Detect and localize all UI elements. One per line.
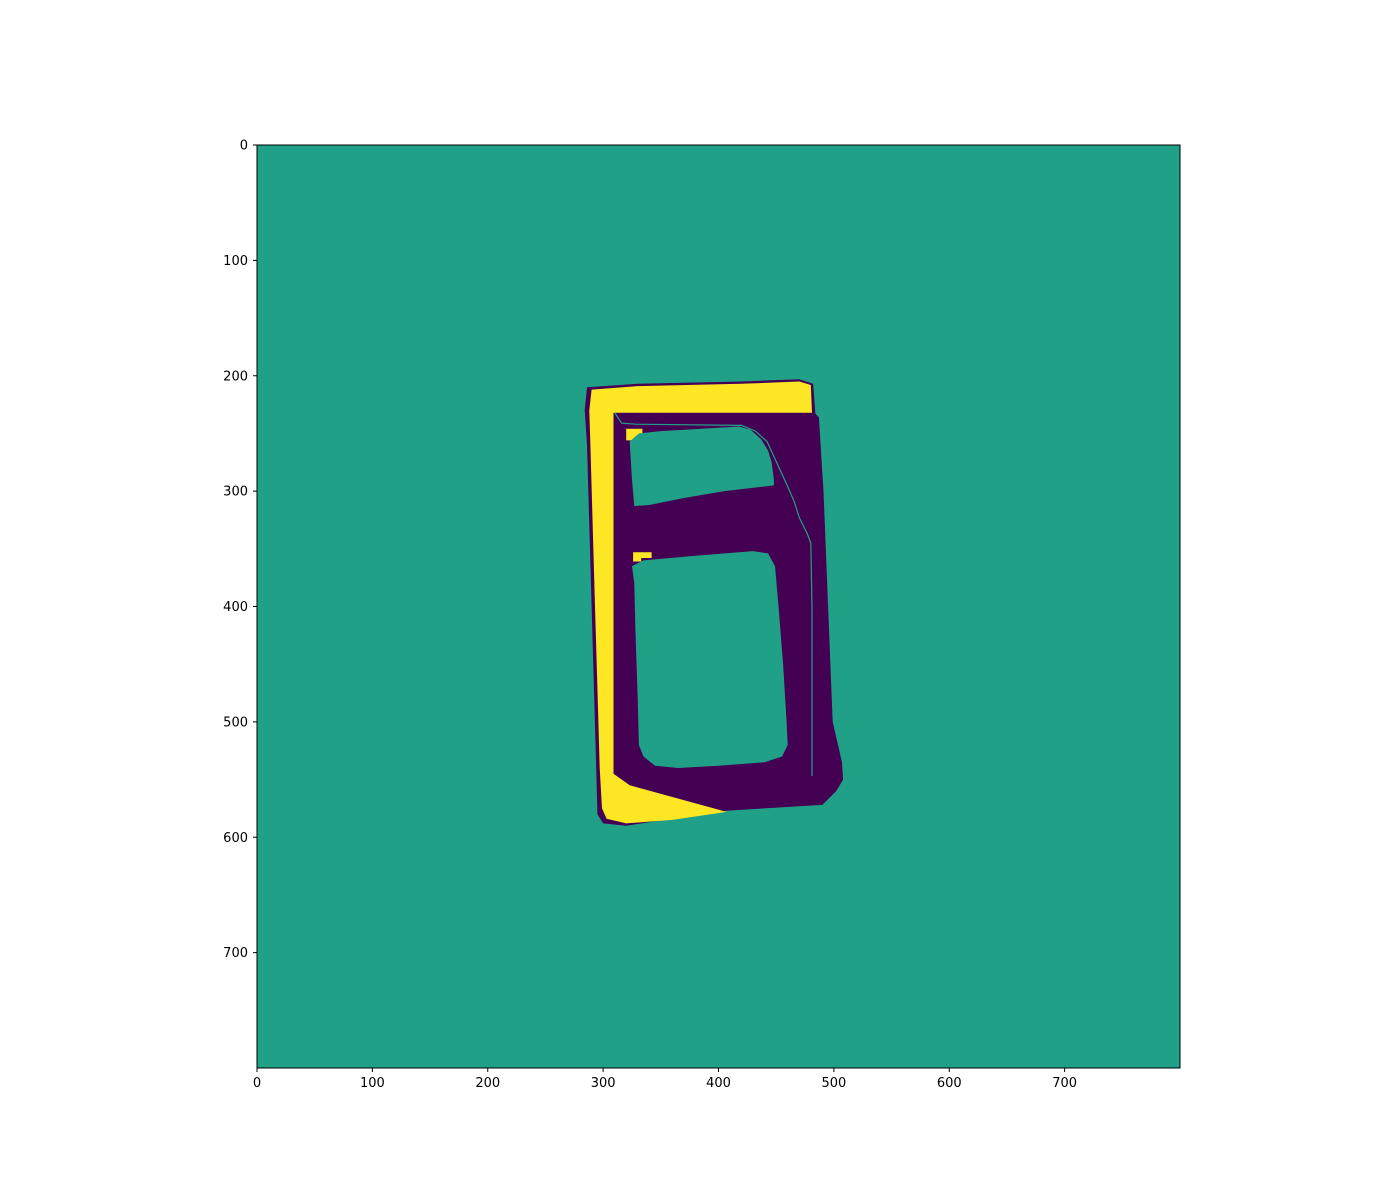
y-tick-label-0: 0 xyxy=(240,139,248,154)
y-tick-label-200: 200 xyxy=(223,369,248,384)
y-tick-label-400: 400 xyxy=(223,600,248,615)
x-tick-label-500: 500 xyxy=(821,1076,846,1091)
x-tick-label-600: 600 xyxy=(937,1076,962,1091)
y-tick-label-100: 100 xyxy=(223,254,248,269)
heatmap-region-high-1 xyxy=(589,381,812,824)
x-tick-label-200: 200 xyxy=(475,1076,500,1091)
heatmap-image xyxy=(257,145,1180,1068)
x-tick-label-0: 0 xyxy=(253,1076,261,1091)
y-tick-label-500: 500 xyxy=(223,715,248,730)
heatmap-region-high-3 xyxy=(633,552,652,562)
heatmap-boundary-line-0 xyxy=(614,412,813,777)
x-tick-label-400: 400 xyxy=(706,1076,731,1091)
x-tick-label-100: 100 xyxy=(360,1076,385,1091)
heatmap-region-background-5 xyxy=(632,551,788,768)
x-axis-ticks: 0 100 200 300 400 500 600 700 xyxy=(253,1068,1077,1091)
x-tick-label-700: 700 xyxy=(1052,1076,1077,1091)
y-tick-label-300: 300 xyxy=(223,485,248,500)
y-axis-ticks: 0 100 200 300 400 500 600 700 xyxy=(223,139,257,961)
x-tick-label-300: 300 xyxy=(591,1076,616,1091)
y-tick-label-700: 700 xyxy=(223,946,248,961)
y-tick-label-600: 600 xyxy=(223,831,248,846)
heatmap-region-background-4 xyxy=(629,426,774,507)
heatmap-region-high-2 xyxy=(626,428,643,441)
